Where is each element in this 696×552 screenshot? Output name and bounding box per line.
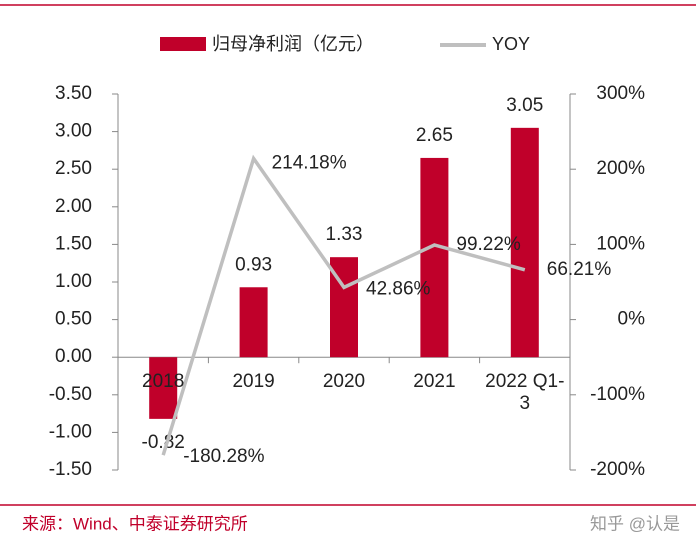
- yoy-value-label: -180.28%: [183, 446, 264, 467]
- y-tick-label: 1.00: [55, 271, 92, 292]
- bar-value-label: -0.82: [142, 432, 185, 453]
- yoy-value-label: 99.22%: [456, 234, 521, 255]
- y-tick-label: 3.00: [55, 121, 92, 142]
- y-tick-label: 2.00: [55, 196, 92, 217]
- y-tick-label: -0.50: [49, 384, 92, 405]
- x-tick-label: 2019: [232, 371, 275, 393]
- y2-tick-label: -200%: [590, 459, 645, 480]
- bar-value-label: 0.93: [235, 254, 272, 275]
- bar: [420, 157, 449, 358]
- y2-tick-label: -100%: [590, 384, 645, 405]
- legend-label: 归母净利润（亿元）: [212, 34, 374, 54]
- yoy-value-label: 42.86%: [366, 278, 431, 299]
- yoy-value-label: 66.21%: [547, 259, 612, 280]
- yoy-value-label: 214.18%: [272, 153, 347, 174]
- bar-value-label: 2.65: [416, 125, 453, 146]
- watermark: 知乎 @认是: [590, 514, 680, 533]
- x-tick-label: 2020: [322, 371, 366, 393]
- bar-value-label: 3.05: [506, 95, 543, 116]
- bar: [239, 287, 268, 358]
- y-tick-label: 0.50: [55, 309, 92, 330]
- y-tick-label: 0.00: [55, 346, 92, 367]
- y-tick-label: 3.50: [55, 83, 92, 104]
- x-tick-label: 2022 Q1-3: [485, 371, 565, 415]
- bar-value-label: 1.33: [326, 224, 363, 245]
- bar: [510, 127, 539, 358]
- x-tick-label: 2018: [142, 371, 185, 393]
- legend-swatch: [160, 37, 206, 51]
- bar: [149, 357, 178, 419]
- y2-tick-label: 300%: [596, 83, 645, 104]
- x-tick-label: 2021: [413, 371, 456, 393]
- legend-label: YOY: [492, 34, 530, 54]
- source: 来源：Wind、中泰证券研究所: [22, 514, 248, 533]
- y-tick-label: 2.50: [55, 158, 92, 179]
- y2-tick-label: 0%: [618, 309, 646, 330]
- y-tick-label: 1.50: [55, 233, 92, 254]
- y2-tick-label: 200%: [596, 158, 645, 179]
- y2-tick-label: 100%: [596, 233, 645, 254]
- y-tick-label: -1.50: [49, 459, 92, 480]
- y-tick-label: -1.00: [49, 421, 92, 442]
- yoy-line: [161, 154, 526, 456]
